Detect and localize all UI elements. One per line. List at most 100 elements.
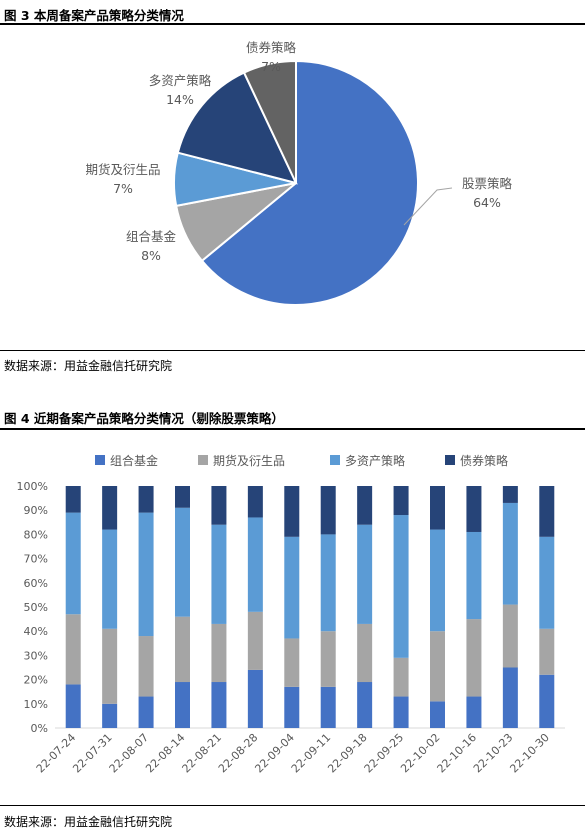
bar-segment bbox=[102, 628, 118, 704]
bar-segment bbox=[138, 512, 154, 637]
bar-segment bbox=[320, 486, 336, 535]
figure-4-top-rule bbox=[0, 428, 585, 430]
bar-segment bbox=[175, 616, 190, 683]
bar-segment bbox=[430, 529, 445, 632]
bar-segment bbox=[539, 628, 555, 675]
bar-segment bbox=[502, 604, 518, 668]
bar-segment bbox=[247, 517, 263, 612]
pie-slice bbox=[242, 59, 297, 184]
pie-slice-percent: 7% bbox=[261, 59, 281, 74]
bar-segment bbox=[102, 703, 118, 728]
bar-segment bbox=[138, 696, 154, 728]
y-tick-label: 40% bbox=[24, 625, 48, 638]
bar-segment bbox=[247, 669, 263, 728]
bar-segment bbox=[247, 486, 263, 518]
legend-swatch bbox=[330, 455, 340, 465]
bar-segment bbox=[211, 524, 227, 624]
bar-segment bbox=[357, 682, 373, 728]
bar-segment bbox=[320, 631, 336, 687]
bar-segment bbox=[284, 486, 300, 537]
y-tick-label: 0% bbox=[31, 722, 48, 735]
bar-segment bbox=[430, 631, 445, 702]
pie-slice bbox=[200, 59, 419, 306]
bar-segment bbox=[211, 682, 227, 728]
bar-segment bbox=[466, 486, 482, 532]
bar-segment bbox=[430, 701, 445, 728]
bar-segment bbox=[393, 696, 409, 728]
figure-3-bottom-rule bbox=[0, 350, 585, 351]
bar-segment bbox=[211, 623, 227, 683]
bar-segment bbox=[320, 686, 336, 728]
bar-segment bbox=[357, 623, 373, 683]
figure-4-title: 图 4 近期备案产品策略分类情况（剔除股票策略） bbox=[4, 411, 284, 426]
y-tick-label: 30% bbox=[24, 649, 48, 662]
pie-slice-label: 期货及衍生品 bbox=[85, 162, 160, 177]
y-tick-label: 100% bbox=[17, 480, 48, 493]
bar-segment bbox=[466, 531, 482, 620]
figure-3-source: 数据来源：用益金融信托研究院 bbox=[4, 359, 173, 373]
bar-segment bbox=[102, 486, 118, 530]
y-tick-label: 10% bbox=[24, 698, 48, 711]
bar-segment bbox=[138, 636, 154, 697]
y-tick-label: 50% bbox=[24, 601, 48, 614]
bar-segment bbox=[102, 529, 118, 629]
bar-segment bbox=[393, 657, 409, 697]
pie-slice-percent: 7% bbox=[113, 181, 133, 196]
pie-slice-label: 多资产策略 bbox=[149, 73, 212, 88]
pie-slice-label: 股票策略 bbox=[462, 176, 513, 191]
pie-slice-percent: 8% bbox=[141, 248, 161, 263]
pie-slice-percent: 64% bbox=[473, 195, 501, 210]
bar-segment bbox=[247, 611, 263, 670]
bar-segment bbox=[65, 614, 81, 685]
bar-segment bbox=[138, 486, 154, 513]
bar-segment bbox=[175, 507, 190, 617]
bar-segment bbox=[284, 686, 300, 728]
legend-swatch bbox=[198, 455, 208, 465]
pie-slice-label: 组合基金 bbox=[126, 229, 177, 244]
bar-segment bbox=[175, 486, 190, 508]
y-tick-label: 20% bbox=[24, 674, 48, 687]
bar-segment bbox=[211, 486, 227, 525]
bar-segment bbox=[284, 638, 300, 687]
bar-segment bbox=[357, 486, 373, 525]
y-tick-label: 80% bbox=[24, 528, 48, 541]
x-tick-label: 22-10-30 bbox=[507, 731, 552, 776]
leader-line bbox=[403, 187, 453, 226]
bar-segment bbox=[502, 502, 518, 605]
bar-segment bbox=[466, 696, 482, 728]
legend-label: 组合基金 bbox=[110, 453, 158, 468]
bar-segment bbox=[539, 486, 555, 537]
legend-label: 多资产策略 bbox=[345, 453, 405, 468]
figure-4-bottom-rule bbox=[0, 805, 585, 806]
bar-segment bbox=[539, 674, 555, 728]
legend-swatch bbox=[445, 455, 455, 465]
bar-segment bbox=[466, 619, 482, 697]
figure-3-title: 图 3 本周备案产品策略分类情况 bbox=[4, 8, 184, 23]
bar-segment bbox=[430, 486, 445, 530]
legend-label: 期货及衍生品 bbox=[213, 453, 285, 468]
y-tick-label: 90% bbox=[24, 504, 48, 517]
bar-segment bbox=[65, 684, 81, 728]
y-tick-label: 60% bbox=[24, 577, 48, 590]
bar-segment bbox=[65, 486, 81, 513]
bar-segment bbox=[357, 524, 373, 624]
bar-segment bbox=[65, 512, 81, 615]
bar-segment bbox=[502, 486, 518, 503]
pie-slice-percent: 14% bbox=[166, 92, 194, 107]
bar-segment bbox=[284, 536, 300, 639]
bar-segment bbox=[539, 536, 555, 629]
legend-swatch bbox=[95, 455, 105, 465]
stacked-bar-chart: 组合基金 期货及衍生品 多资产策略 债券策略 0% 10% 20% 30% 40% 50% 60% 7… bbox=[17, 453, 565, 776]
legend-label: 债券策略 bbox=[460, 453, 508, 468]
bar-segment bbox=[502, 667, 518, 728]
pie-slice-label: 债券策略 bbox=[246, 40, 297, 55]
figure-3-top-rule bbox=[0, 23, 585, 25]
bar-segment bbox=[393, 515, 409, 658]
bar-segment bbox=[320, 534, 336, 632]
bar-segment bbox=[393, 486, 409, 516]
figure-4-source: 数据来源：用益金融信托研究院 bbox=[4, 815, 173, 829]
pie-chart: 股票策略 64% 组合基金 8% 期货及衍生品 7% 多资产策略 14% 债券策略 7% bbox=[85, 40, 513, 306]
pie-slice bbox=[176, 71, 298, 185]
bar-segment bbox=[175, 682, 190, 728]
y-tick-label: 70% bbox=[24, 553, 48, 566]
